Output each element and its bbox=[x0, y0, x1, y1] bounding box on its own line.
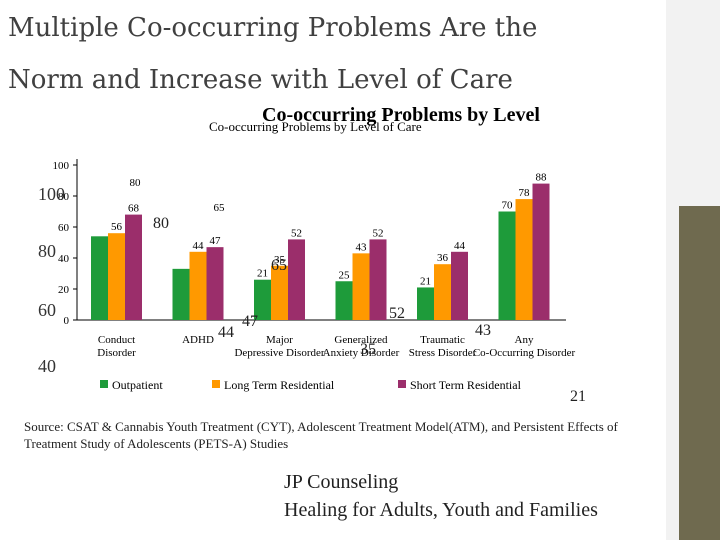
chart-subtitle: Co-occurring Problems by Level of Care bbox=[209, 119, 422, 134]
category-label: Depressive Disorder bbox=[234, 347, 324, 359]
bar-short-term-residential bbox=[125, 214, 142, 320]
category-label: Co-Occurring Disorder bbox=[473, 347, 576, 359]
legend-label: Short Term Residential bbox=[410, 378, 522, 392]
category-label: Major bbox=[266, 334, 293, 346]
y-tick-label: 100 bbox=[53, 160, 70, 172]
overlay-data-label: 47 bbox=[242, 313, 258, 330]
data-label: 36 bbox=[437, 252, 449, 264]
brand-block: JP Counseling Healing for Adults, Youth … bbox=[284, 468, 598, 524]
bar-long-term-residential bbox=[271, 265, 288, 320]
data-label: 52 bbox=[291, 227, 302, 239]
bar-outpatient bbox=[172, 268, 190, 320]
data-label: 21 bbox=[257, 268, 268, 280]
bar-long-term-residential bbox=[515, 199, 533, 320]
chart-title: Co-occurring Problems by Level bbox=[262, 104, 540, 126]
category-label: Conduct bbox=[98, 334, 135, 346]
bar-short-term-residential bbox=[369, 239, 387, 320]
data-label: 44 bbox=[454, 240, 466, 252]
y-tick-label: 0 bbox=[64, 315, 70, 327]
brand-name: JP Counseling bbox=[284, 471, 399, 493]
bar-short-term-residential bbox=[206, 247, 224, 320]
bar-short-term-residential bbox=[532, 183, 550, 320]
bar-outpatient bbox=[335, 281, 353, 320]
category-label: Any bbox=[515, 334, 534, 346]
category-label: Disorder bbox=[97, 347, 136, 359]
legend-label: Outpatient bbox=[112, 378, 163, 392]
overlay-tick-label: 100 bbox=[38, 184, 65, 204]
peak-label: 65 bbox=[214, 202, 226, 214]
data-label: 78 bbox=[519, 187, 531, 199]
data-label: 35 bbox=[274, 254, 286, 266]
overlay-data-label: 80 bbox=[153, 215, 169, 232]
data-label: 25 bbox=[339, 269, 351, 281]
data-label: 70 bbox=[502, 200, 514, 212]
overlay-tick-label: 80 bbox=[38, 241, 56, 261]
y-tick-label: 40 bbox=[58, 253, 70, 265]
overlay-data-label: 35 bbox=[360, 341, 376, 358]
overlay-tick-label: 60 bbox=[38, 300, 56, 320]
overlay-data-label: 21 bbox=[570, 388, 586, 405]
bar-outpatient bbox=[91, 236, 108, 320]
brand-tagline: Healing for Adults, Youth and Families bbox=[284, 499, 598, 521]
bar-outpatient bbox=[254, 279, 271, 320]
data-label: 47 bbox=[210, 235, 222, 247]
bar-long-term-residential bbox=[189, 251, 207, 320]
legend-swatch bbox=[398, 380, 406, 388]
overlay-data-label: 52 bbox=[389, 305, 405, 322]
data-label: 43 bbox=[356, 241, 368, 253]
category-label: Generalized bbox=[334, 334, 388, 346]
sidebar-accent-light bbox=[679, 0, 720, 206]
y-tick-label: 20 bbox=[58, 284, 70, 296]
title-line-2: Norm and Increase with Level of Care bbox=[8, 65, 513, 95]
title-line-1: Multiple Co-occurring Problems Are the bbox=[8, 13, 538, 43]
category-label: Traumatic bbox=[420, 334, 465, 346]
overlay-tick-label: 40 bbox=[38, 356, 56, 376]
bar-long-term-residential bbox=[352, 253, 370, 320]
data-label: 52 bbox=[373, 227, 384, 239]
data-label: 88 bbox=[536, 172, 548, 184]
peak-label: 80 bbox=[130, 177, 142, 189]
category-label: Stress Disorder bbox=[409, 347, 477, 359]
overlay-data-label: 65 bbox=[271, 257, 287, 274]
data-label: 68 bbox=[128, 203, 140, 215]
legend-swatch bbox=[100, 380, 108, 388]
bar-outpatient bbox=[498, 211, 516, 320]
bar-long-term-residential bbox=[434, 264, 451, 320]
y-tick-label: 60 bbox=[58, 222, 70, 234]
data-label: 44 bbox=[193, 240, 205, 252]
data-label: 56 bbox=[111, 221, 123, 233]
y-tick-label: 80 bbox=[58, 191, 70, 203]
overlay-data-label: 43 bbox=[475, 322, 491, 339]
source-citation: Source: CSAT & Cannabis Youth Treatment … bbox=[24, 419, 618, 451]
data-label: 21 bbox=[420, 275, 431, 287]
category-label: ADHD bbox=[182, 334, 214, 346]
bar-long-term-residential bbox=[108, 233, 125, 320]
legend-swatch bbox=[212, 380, 220, 388]
bar-short-term-residential bbox=[451, 251, 468, 320]
bar-outpatient bbox=[417, 287, 434, 320]
bar-short-term-residential bbox=[288, 239, 305, 320]
overlay-data-label: 44 bbox=[218, 324, 234, 341]
slide-title: Multiple Co-occurring Problems Are the N… bbox=[8, 2, 537, 106]
legend-label: Long Term Residential bbox=[224, 378, 335, 392]
category-label: Anxiety Disorder bbox=[323, 347, 400, 359]
